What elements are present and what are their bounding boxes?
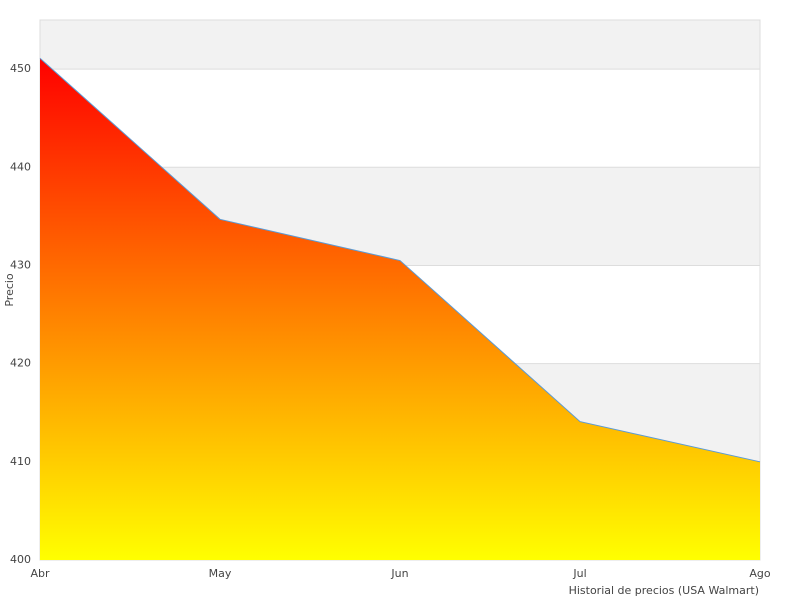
x-tick-label: Jun — [390, 567, 408, 580]
x-tick-label: May — [209, 567, 232, 580]
y-tick-label: 440 — [10, 160, 31, 173]
line — [39, 57, 761, 463]
y-tick-label: 400 — [10, 553, 31, 566]
y-axis-label: Precio — [3, 273, 16, 307]
y-tick-label: 450 — [10, 62, 31, 75]
area — [40, 58, 760, 561]
x-tick-label: Abr — [30, 567, 50, 580]
x-axis-label: Historial de precios (USA Walmart) — [569, 584, 759, 597]
y-tick-label: 420 — [10, 357, 31, 370]
y-tick-label: 430 — [10, 258, 31, 271]
grid-band — [40, 20, 760, 70]
x-tick-label: Ago — [749, 567, 771, 580]
y-tick-label: 410 — [10, 455, 31, 468]
x-tick-label: Jul — [572, 567, 586, 580]
